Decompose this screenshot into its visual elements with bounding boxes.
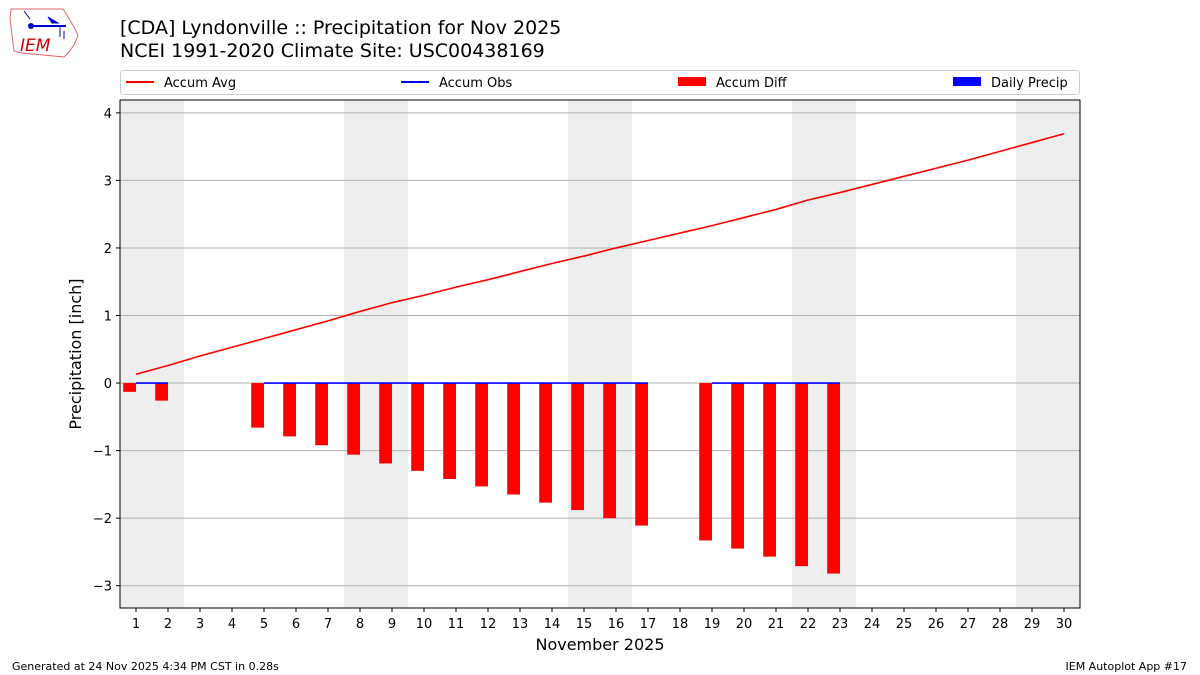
y-tick-label: −1	[93, 445, 112, 460]
x-tick-label: 11	[448, 617, 465, 632]
x-tick-label: 6	[292, 617, 300, 632]
x-tick-label: 27	[960, 617, 977, 632]
x-tick-label: 13	[512, 617, 529, 632]
legend-label: Accum Obs	[439, 76, 512, 91]
x-tick-label: 8	[356, 617, 364, 632]
x-tick-label: 30	[1056, 617, 1073, 632]
x-tick-label: 20	[736, 617, 753, 632]
y-tick-label: 0	[104, 377, 112, 392]
diff-bar	[347, 383, 360, 455]
iem-logo: IEM	[8, 5, 80, 63]
x-tick-label: 22	[800, 617, 817, 632]
plot-frame	[119, 99, 1081, 609]
x-tick-label: 2	[164, 617, 172, 632]
weekend-shade	[120, 100, 152, 608]
diff-bar	[475, 383, 488, 487]
diff-bar	[699, 383, 712, 541]
x-tick-label: 5	[260, 617, 268, 632]
x-tick-label: 28	[992, 617, 1009, 632]
y-tick-label: 2	[104, 242, 112, 257]
svg-text:IEM: IEM	[20, 36, 51, 56]
diff-bar	[539, 383, 552, 503]
diff-bar	[283, 383, 296, 437]
diff-bar	[731, 383, 744, 549]
weekend-shade	[568, 100, 600, 608]
x-tick-label: 21	[768, 617, 785, 632]
y-tick-label: −2	[93, 512, 112, 527]
diff-bar	[795, 383, 808, 567]
x-tick-label: 14	[544, 617, 561, 632]
chart-title: [CDA] Lyndonville :: Precipitation for N…	[120, 17, 562, 39]
diff-bar	[507, 383, 520, 495]
x-tick-label: 12	[480, 617, 497, 632]
diff-bar	[443, 383, 456, 479]
legend-label: Accum Avg	[164, 76, 236, 91]
x-tick-label: 7	[324, 617, 332, 632]
footer-app: IEM Autoplot App #17	[1065, 660, 1188, 673]
diff-bar	[379, 383, 392, 464]
y-tick-label: 1	[104, 309, 112, 324]
diff-bar	[763, 383, 776, 557]
legend	[120, 70, 1080, 95]
x-tick-label: 15	[576, 617, 593, 632]
weekend-shade	[152, 100, 184, 608]
legend-label: Accum Diff	[716, 76, 788, 91]
x-tick-label: 29	[1024, 617, 1041, 632]
x-tick-label: 26	[928, 617, 945, 632]
chart-subtitle: NCEI 1991-2020 Climate Site: USC00438169	[120, 40, 545, 62]
x-tick-label: 18	[672, 617, 689, 632]
legend-swatch-3	[953, 77, 981, 86]
x-tick-label: 16	[608, 617, 625, 632]
weekend-shade	[600, 100, 632, 608]
weekend-shade	[376, 100, 408, 608]
x-tick-label: 23	[832, 617, 849, 632]
x-tick-label: 4	[228, 617, 236, 632]
legend-label: Daily Precip	[991, 76, 1068, 91]
diff-bar	[603, 383, 616, 519]
diff-bar	[635, 383, 648, 526]
diff-bar	[155, 383, 168, 401]
diff-bar	[827, 383, 840, 574]
footer-generated: Generated at 24 Nov 2025 4:34 PM CST in …	[12, 660, 279, 673]
x-tick-label: 1	[132, 617, 140, 632]
legend-swatch-2	[678, 77, 706, 86]
y-tick-label: −3	[93, 580, 112, 595]
x-tick-label: 3	[196, 617, 204, 632]
x-axis-label: November 2025	[535, 635, 664, 654]
x-tick-label: 9	[388, 617, 396, 632]
x-tick-label: 19	[704, 617, 721, 632]
y-axis-label: Precipitation [inch]	[66, 278, 85, 429]
accum-avg-line	[135, 133, 1065, 376]
diff-bar	[571, 383, 584, 511]
y-tick-label: 3	[104, 174, 112, 189]
x-tick-label: 17	[640, 617, 657, 632]
y-tick-label: 4	[104, 107, 112, 122]
x-tick-label: 25	[896, 617, 913, 632]
diff-bar	[251, 383, 264, 428]
x-tick-label: 24	[864, 617, 881, 632]
x-tick-label: 10	[416, 617, 433, 632]
weekend-shade	[1016, 100, 1048, 608]
diff-bar	[411, 383, 424, 471]
diff-bar	[123, 383, 136, 392]
weekend-shade	[344, 100, 376, 608]
weekend-shade	[1048, 100, 1080, 608]
diff-bar	[315, 383, 328, 446]
